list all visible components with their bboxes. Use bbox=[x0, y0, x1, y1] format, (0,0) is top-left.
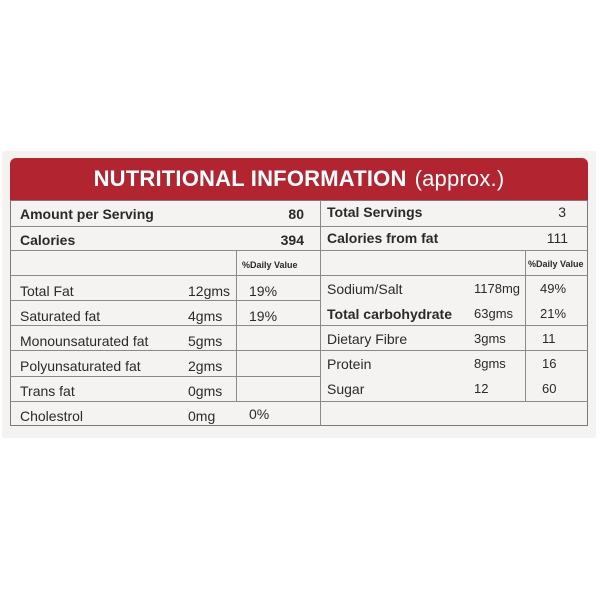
nutrient-qty: 4gms bbox=[188, 308, 223, 324]
grid-line bbox=[236, 250, 237, 402]
calories-value: 394 bbox=[280, 232, 304, 248]
nutrition-header: NUTRITIONAL INFORMATION (approx.) bbox=[10, 158, 588, 200]
nutrient-dv: 19% bbox=[249, 283, 278, 299]
nutrient-dv: 16 bbox=[542, 356, 557, 371]
nutrient-dv: 19% bbox=[249, 308, 278, 324]
daily-value-header-right: %Daily Value bbox=[528, 259, 584, 269]
nutrient-name: Saturated fat bbox=[20, 308, 101, 324]
calories-from-fat-label: Calories from fat bbox=[327, 230, 439, 246]
nutrient-name: Monounsaturated fat bbox=[20, 333, 149, 349]
daily-value-header-left: %Daily Value bbox=[242, 260, 298, 270]
nutrient-qty: 12 bbox=[474, 381, 489, 396]
grid-line bbox=[10, 275, 588, 276]
nutrient-name: Total carbohydrate bbox=[327, 306, 452, 322]
nutrient-dv: 60 bbox=[542, 381, 557, 396]
grid-line bbox=[10, 376, 320, 377]
nutrient-qty: 8gms bbox=[474, 356, 506, 371]
nutrient-name: Cholestrol bbox=[20, 408, 84, 424]
nutrient-name: Polyunsaturated fat bbox=[20, 358, 141, 374]
amount-per-serving-value: 80 bbox=[288, 206, 304, 222]
grid-line bbox=[525, 250, 526, 402]
nutrition-table bbox=[10, 200, 588, 426]
nutrient-name: Sodium/Salt bbox=[327, 281, 403, 297]
amount-per-serving-label: Amount per Serving bbox=[20, 206, 154, 222]
nutrient-qty: 0mg bbox=[188, 408, 216, 424]
grid-line bbox=[10, 226, 588, 227]
total-servings-value: 3 bbox=[558, 204, 566, 220]
grid-line bbox=[10, 401, 588, 402]
nutrient-dv: 0% bbox=[249, 406, 270, 422]
header-suffix: (approx.) bbox=[414, 166, 505, 191]
calories-from-fat-value: 111 bbox=[546, 230, 568, 246]
nutrient-qty: 63gms bbox=[474, 306, 514, 321]
total-servings-label: Total Servings bbox=[327, 204, 423, 220]
nutrient-dv: 11 bbox=[542, 331, 556, 346]
nutrient-name: Dietary Fibre bbox=[327, 331, 408, 347]
nutrient-qty: 0gms bbox=[188, 383, 223, 399]
nutrient-qty: 1178mg bbox=[474, 281, 521, 296]
header-title: NUTRITIONAL INFORMATION bbox=[93, 166, 407, 191]
nutrient-dv: 21% bbox=[540, 306, 567, 321]
nutrient-name: Protein bbox=[327, 356, 372, 372]
nutrient-name: Total Fat bbox=[20, 283, 74, 299]
nutrient-dv: 49% bbox=[540, 281, 567, 296]
grid-line bbox=[10, 250, 588, 251]
nutrient-qty: 12gms bbox=[188, 283, 231, 299]
nutrient-name: Trans fat bbox=[20, 383, 75, 399]
grid-line bbox=[10, 300, 320, 301]
nutrient-qty: 5gms bbox=[188, 333, 223, 349]
grid-line bbox=[10, 325, 588, 326]
nutrient-qty: 2gms bbox=[188, 358, 223, 374]
grid-line bbox=[10, 350, 588, 351]
nutrient-name: Sugar bbox=[327, 381, 365, 397]
calories-label: Calories bbox=[20, 232, 76, 248]
grid-line bbox=[320, 200, 321, 426]
nutrient-qty: 3gms bbox=[474, 331, 506, 346]
